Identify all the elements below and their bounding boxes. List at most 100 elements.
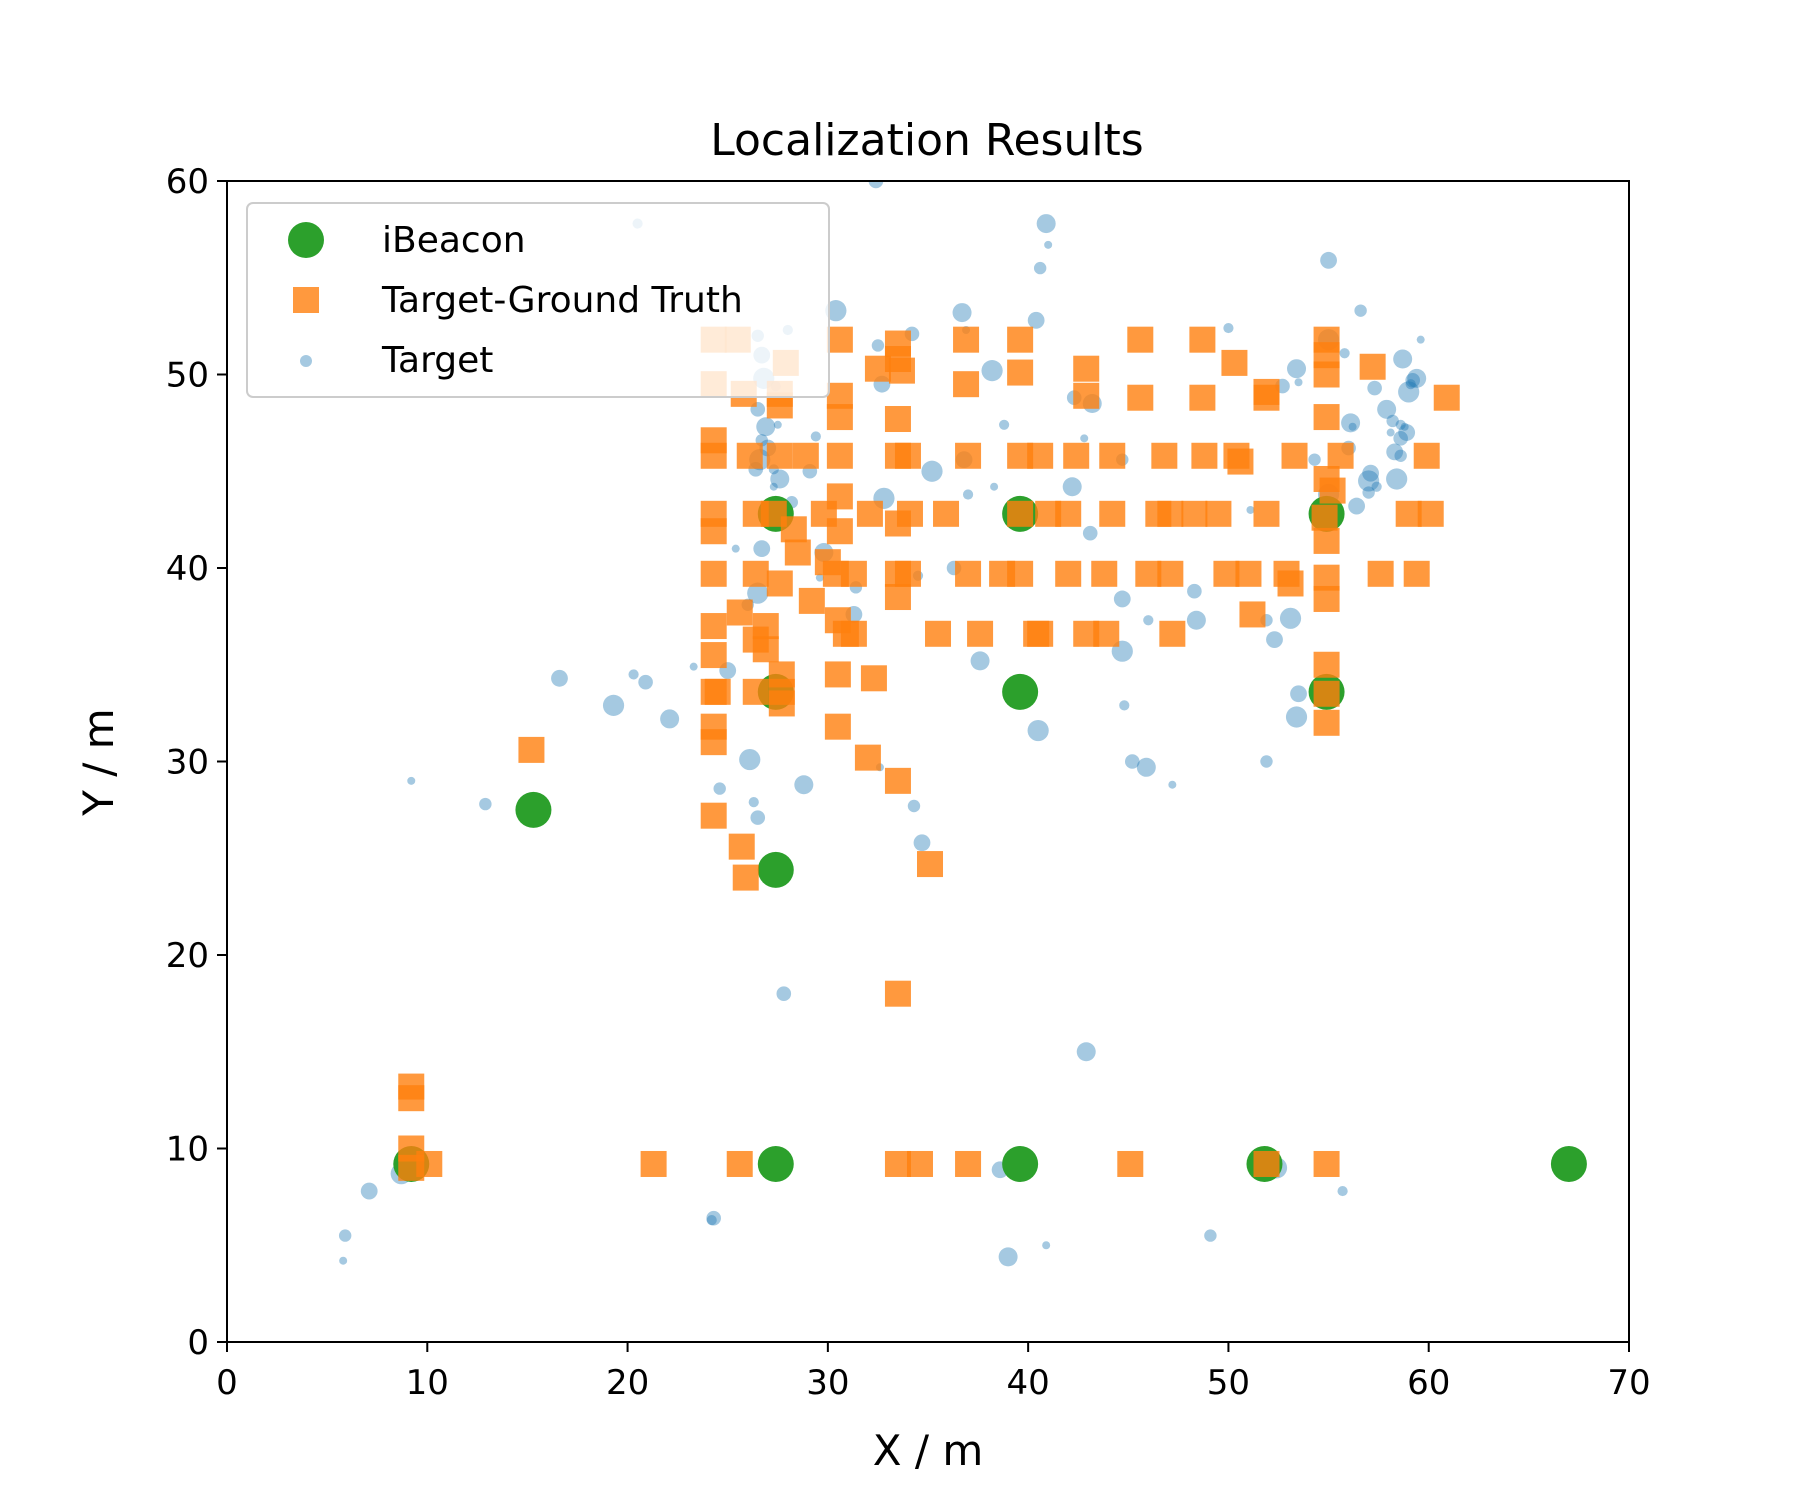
- ground-truth-point: [742, 678, 769, 705]
- target-point: [748, 797, 759, 808]
- ground-truth-point: [1027, 442, 1054, 469]
- target-point: [1308, 453, 1321, 466]
- target-point: [1348, 497, 1366, 515]
- target-point: [962, 489, 974, 500]
- ground-truth-point: [1253, 1150, 1280, 1177]
- ground-truth-point: [1027, 620, 1054, 647]
- ground-truth-point: [1227, 448, 1254, 475]
- x-tick-label: 70: [1607, 1363, 1650, 1403]
- ground-truth-point: [1135, 560, 1162, 587]
- ground-truth-point: [953, 371, 980, 398]
- target-point: [825, 300, 847, 322]
- target-point: [739, 748, 761, 771]
- target-point: [602, 694, 625, 716]
- ground-truth-point: [1189, 326, 1216, 353]
- ground-truth-point: [826, 483, 853, 510]
- ground-truth-point: [1073, 382, 1100, 409]
- target-point: [1076, 1042, 1096, 1062]
- ground-truth-point: [736, 442, 763, 469]
- ground-truth-point: [1007, 359, 1034, 386]
- ibeacon-point: [1550, 1145, 1587, 1182]
- target-point: [1362, 486, 1375, 499]
- ground-truth-point: [1313, 680, 1340, 707]
- target-point: [1204, 1229, 1217, 1242]
- legend-marker-target: [300, 355, 312, 367]
- target-point: [1362, 464, 1380, 482]
- y-axis-ticks: 0 10 20 30 40 50 60: [166, 162, 227, 1363]
- ground-truth-point: [1055, 500, 1082, 527]
- ground-truth-point: [955, 442, 982, 469]
- ground-truth-point: [726, 599, 753, 626]
- ground-truth-point: [1367, 560, 1394, 587]
- chart-title: Localization Results: [710, 115, 1143, 166]
- ground-truth-point: [1417, 500, 1444, 527]
- target-point: [1400, 422, 1409, 431]
- target-point: [1416, 335, 1425, 344]
- legend: iBeacon Target-Ground Truth Target: [246, 202, 830, 398]
- target-point: [1082, 525, 1098, 541]
- ground-truth-point: [955, 560, 982, 587]
- ground-truth-point: [884, 584, 911, 611]
- ground-truth-point: [1063, 442, 1090, 469]
- ground-truth-point: [398, 1154, 425, 1181]
- ground-truth-point: [917, 851, 944, 878]
- ground-truth-point: [1311, 504, 1338, 531]
- target-point: [1124, 754, 1140, 769]
- ground-truth-point: [700, 518, 727, 545]
- target-point: [1290, 685, 1307, 703]
- target-point: [747, 582, 769, 604]
- target-point: [1136, 757, 1156, 777]
- legend-label-target: Target: [381, 340, 493, 381]
- target-point: [1246, 505, 1255, 514]
- target-point: [750, 810, 766, 825]
- target-point: [756, 417, 776, 437]
- ground-truth-point: [1189, 384, 1216, 411]
- ground-truth-point: [1117, 1150, 1144, 1177]
- target-point: [871, 339, 885, 352]
- target-point: [1398, 381, 1420, 403]
- target-point: [1285, 706, 1308, 728]
- ground-truth-point: [1159, 620, 1186, 647]
- target-point: [551, 669, 568, 687]
- target-point: [1407, 368, 1427, 388]
- target-point: [1044, 240, 1053, 249]
- target-point: [921, 460, 943, 482]
- legend-box: [246, 202, 830, 398]
- target-point: [1266, 631, 1283, 648]
- ground-truth-point: [826, 442, 853, 469]
- ground-truth-point: [894, 442, 921, 469]
- ground-truth-point: [700, 802, 727, 829]
- ground-truth-point: [1281, 442, 1308, 469]
- target-point: [1287, 359, 1307, 379]
- ground-truth-point: [1239, 601, 1266, 628]
- target-point: [794, 775, 814, 795]
- legend-marker-ibeacon: [288, 222, 324, 258]
- ground-truth-point: [1151, 442, 1178, 469]
- target-point: [689, 662, 698, 671]
- target-point: [706, 1214, 717, 1226]
- ground-truth-point: [955, 1150, 982, 1177]
- ground-truth-point: [700, 560, 727, 587]
- ground-truth-point: [1313, 527, 1340, 554]
- ground-truth-point: [824, 713, 851, 740]
- target-point: [1348, 422, 1357, 431]
- ground-truth-point: [700, 642, 727, 669]
- target-point: [868, 181, 884, 189]
- target-point: [660, 709, 680, 729]
- target-point: [999, 419, 1010, 430]
- target-point: [907, 799, 921, 813]
- y-tick-label: 10: [166, 1130, 209, 1170]
- target-point: [1358, 470, 1380, 492]
- ground-truth-point: [884, 330, 911, 357]
- ground-truth-point: [840, 620, 867, 647]
- ground-truth-point: [726, 1150, 753, 1177]
- target-point: [981, 360, 1003, 382]
- ground-truth-point: [704, 678, 731, 705]
- ground-truth-point: [826, 518, 853, 545]
- x-tick-label: 0: [216, 1363, 238, 1403]
- ground-truth-point: [700, 613, 727, 640]
- ground-truth-point: [1091, 560, 1118, 587]
- ground-truth-point: [1099, 500, 1126, 527]
- ground-truth-point: [967, 620, 994, 647]
